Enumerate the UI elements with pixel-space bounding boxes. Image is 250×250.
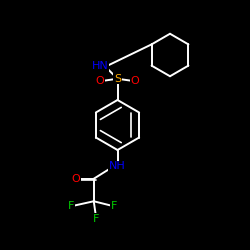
Text: NH: NH [109,161,126,171]
Text: O: O [96,76,104,86]
Text: F: F [93,214,100,224]
Text: F: F [110,201,117,211]
Text: F: F [68,201,74,211]
Text: O: O [72,174,80,184]
Text: S: S [114,74,121,84]
Text: HN: HN [92,61,108,71]
Text: O: O [130,76,140,86]
